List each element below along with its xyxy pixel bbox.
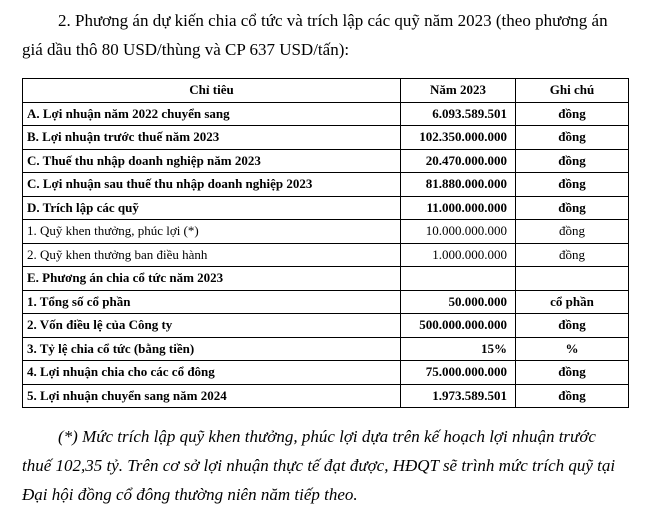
row-value: 6.093.589.501 <box>400 101 516 126</box>
row-label: C. Thuế thu nhập doanh nghiệp năm 2023 <box>22 148 401 173</box>
table-row: 1. Quỹ khen thưởng, phúc lợi (*) 10.000.0… <box>22 219 629 244</box>
row-label: C. Lợi nhuận sau thuế thu nhập doanh ngh… <box>22 172 401 197</box>
row-value: 81.880.000.000 <box>400 172 516 197</box>
row-label: 2. Quỹ khen thưởng ban điều hành <box>22 242 401 267</box>
row-label: 5. Lợi nhuận chuyển sang năm 2024 <box>22 383 401 408</box>
row-unit: đồng <box>515 148 629 173</box>
row-unit: % <box>515 336 629 361</box>
heading-line: giá dầu thô 80 USD/thùng và CP 637 USD/t… <box>22 40 350 59</box>
header-row: Chỉ tiêu Năm 2023 Ghi chú <box>22 78 629 103</box>
row-value: 1.973.589.501 <box>400 383 516 408</box>
row-label: A. Lợi nhuận năm 2022 chuyển sang <box>22 101 401 126</box>
row-unit: đồng <box>515 219 629 244</box>
table-row: E. Phương án chia cổ tức năm 2023 <box>22 266 629 291</box>
row-unit: đồng <box>515 125 629 150</box>
table-row: 2. Vốn điều lệ của Công ty 500.000.000.00… <box>22 313 629 338</box>
table-row: A. Lợi nhuận năm 2022 chuyển sang 6.093.5… <box>22 101 629 126</box>
row-value: 20.470.000.000 <box>400 148 516 173</box>
row-value: 102.350.000.000 <box>400 125 516 150</box>
row-label: D. Trích lập các quỹ <box>22 195 401 220</box>
dividend-table: Chỉ tiêu Năm 2023 Ghi chú A. Lợi nhuận n… <box>22 78 629 408</box>
table-row: 1. Tổng số cổ phần 50.000.000 cổ phần <box>22 289 629 314</box>
row-unit <box>515 266 629 291</box>
heading-line: 2. Phương án dự kiến chia cổ tức và tríc… <box>58 11 608 30</box>
footnote-line: Đại hội đồng cổ đông thường niên năm tiế… <box>22 485 358 504</box>
header-cell: Năm 2023 <box>400 78 516 103</box>
table-row: 3. Tỷ lệ chia cổ tức (bằng tiền) 15%% <box>22 336 629 361</box>
table-row: 2. Quỹ khen thưởng ban điều hành 1.000.00… <box>22 242 629 267</box>
row-label: 1. Quỹ khen thưởng, phúc lợi (*) <box>22 219 401 244</box>
row-label: B. Lợi nhuận trước thuế năm 2023 <box>22 125 401 150</box>
table-body: A. Lợi nhuận năm 2022 chuyển sang 6.093.5… <box>22 101 629 408</box>
row-unit: đồng <box>515 360 629 385</box>
table-row: C. Thuế thu nhập doanh nghiệp năm 2023 20… <box>22 148 629 173</box>
row-label: 1. Tổng số cổ phần <box>22 289 401 314</box>
table-row: 4. Lợi nhuận chia cho các cổ đông 75.000.… <box>22 360 629 385</box>
row-value: 11.000.000.000 <box>400 195 516 220</box>
row-unit: đồng <box>515 172 629 197</box>
row-value <box>400 266 516 291</box>
row-value: 1.000.000.000 <box>400 242 516 267</box>
row-unit: đồng <box>515 195 629 220</box>
table-row: C. Lợi nhuận sau thuế thu nhập doanh ngh… <box>22 172 629 197</box>
footnote-line: thuế 102,35 tỷ. Trên cơ sở lợi nhuận thự… <box>22 456 616 475</box>
row-unit: đồng <box>515 242 629 267</box>
row-value: 50.000.000 <box>400 289 516 314</box>
row-value: 500.000.000.000 <box>400 313 516 338</box>
row-unit: cổ phần <box>515 289 629 314</box>
header-cell: Chỉ tiêu <box>22 78 401 103</box>
row-unit: đồng <box>515 383 629 408</box>
table-row: D. Trích lập các quỹ 11.000.000.000 đồng <box>22 195 629 220</box>
row-unit: đồng <box>515 101 629 126</box>
header-cell: Ghi chú <box>515 78 629 103</box>
table-row: B. Lợi nhuận trước thuế năm 2023 102.350.… <box>22 125 629 150</box>
row-unit: đồng <box>515 313 629 338</box>
row-value: 10.000.000.000 <box>400 219 516 244</box>
row-value: 75.000.000.000 <box>400 360 516 385</box>
row-value: 15% <box>400 336 516 361</box>
table-row: 5. Lợi nhuận chuyển sang năm 2024 1.973.5… <box>22 383 629 408</box>
row-label: E. Phương án chia cổ tức năm 2023 <box>22 266 401 291</box>
row-label: 2. Vốn điều lệ của Công ty <box>22 313 401 338</box>
footnote-line: (*) Mức trích lập quỹ khen thưởng, phúc … <box>58 427 596 446</box>
row-label: 3. Tỷ lệ chia cổ tức (bằng tiền) <box>22 336 401 361</box>
row-label: 4. Lợi nhuận chia cho các cổ đông <box>22 360 401 385</box>
